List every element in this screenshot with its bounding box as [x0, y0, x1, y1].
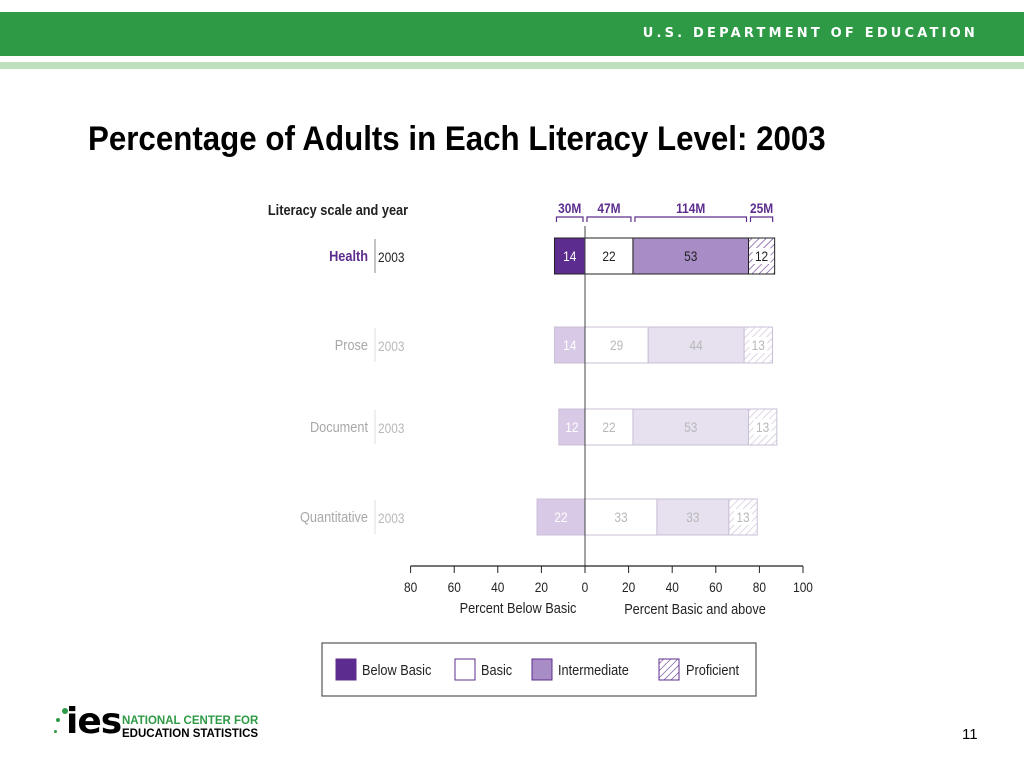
value-label-bg	[734, 509, 753, 525]
legend-label: Proficient	[686, 661, 739, 678]
population-bracket	[634, 216, 748, 222]
value-label: 53	[684, 248, 697, 264]
x-tick-label: 80	[404, 579, 417, 595]
value-label: 13	[752, 337, 765, 353]
category-label: Document	[310, 418, 368, 435]
legend-box	[321, 642, 757, 697]
value-label-bg	[749, 337, 768, 353]
org-name: U.S. DEPARTMENT OF EDUCATION	[642, 26, 978, 41]
legend-swatch	[531, 658, 553, 681]
x-tick-label: 60	[709, 579, 722, 595]
x-tick-label: 20	[535, 579, 548, 595]
value-label: 14	[563, 337, 576, 353]
value-label: 22	[602, 248, 615, 264]
bar-below-basic	[536, 498, 586, 536]
value-label: 12	[565, 419, 578, 435]
value-label: 13	[736, 509, 749, 525]
year-label: 2003	[378, 249, 404, 265]
legend-label: Below Basic	[362, 661, 431, 678]
value-label: 12	[755, 248, 768, 264]
value-label: 53	[684, 419, 697, 435]
bar-intermediate	[656, 498, 730, 536]
logo-text-line1: NATIONAL CENTER FOR	[122, 715, 259, 727]
legend-swatch	[335, 658, 357, 681]
population-bracket	[555, 216, 584, 222]
legend-label: Basic	[481, 661, 512, 678]
year-label: 2003	[378, 338, 404, 354]
x-tick-label: 0	[582, 579, 589, 595]
population-label: 47M	[597, 200, 620, 216]
logo-mark: ies	[66, 701, 122, 742]
nces-logo: ies NATIONAL CENTER FOR EDUCATION STATIS…	[52, 700, 282, 748]
header-stripe-white	[0, 58, 1024, 62]
x-tick-label: 40	[491, 579, 504, 595]
x-tick-label: 60	[448, 579, 461, 595]
bar-below-basic	[558, 408, 586, 446]
slide-title: Percentage of Adults in Each Literacy Le…	[88, 120, 826, 158]
population-bracket	[749, 216, 774, 222]
legend-swatch	[658, 658, 680, 681]
value-label-bg	[752, 248, 771, 264]
year-label: 2003	[378, 420, 404, 436]
row-header: Literacy scale and year	[268, 201, 409, 218]
category-label: Health	[329, 247, 368, 264]
bar-basic	[584, 326, 649, 364]
logo-text-line2: EDUCATION STATISTICS	[122, 728, 259, 740]
category-label: Quantitative	[300, 508, 368, 525]
value-label: 14	[563, 248, 576, 264]
bar-basic	[584, 237, 634, 275]
legend-swatch	[454, 658, 476, 681]
x-tick-label: 80	[753, 579, 766, 595]
value-label: 44	[690, 337, 703, 353]
bar-intermediate	[647, 326, 745, 364]
legend-label: Intermediate	[558, 661, 629, 678]
category-label: Prose	[335, 336, 369, 353]
value-label: 22	[602, 419, 615, 435]
logo-dots-icon	[52, 700, 74, 744]
value-label: 29	[610, 337, 623, 353]
value-label: 13	[756, 419, 769, 435]
page-number: 11	[962, 726, 978, 743]
x-axis-label-left: Percent Below Basic	[460, 599, 577, 616]
value-label: 33	[686, 509, 699, 525]
x-axis-label-right: Percent Basic and above	[624, 600, 766, 617]
value-label-bg	[753, 419, 772, 435]
x-tick-label: 40	[666, 579, 679, 595]
x-tick-label: 100	[793, 579, 813, 595]
x-tick-label: 20	[622, 579, 635, 595]
value-label: 33	[614, 509, 627, 525]
year-label: 2003	[378, 510, 404, 526]
population-bracket	[586, 216, 632, 222]
bar-below-basic	[553, 326, 586, 364]
header-stripe-green	[0, 62, 1024, 69]
population-label: 25M	[750, 200, 773, 216]
value-label: 22	[554, 509, 567, 525]
population-label: 30M	[558, 200, 581, 216]
population-label: 114M	[676, 200, 705, 216]
bar-intermediate	[632, 408, 750, 446]
bar-basic	[584, 408, 634, 446]
header-banner: U.S. DEPARTMENT OF EDUCATION	[0, 12, 1024, 56]
